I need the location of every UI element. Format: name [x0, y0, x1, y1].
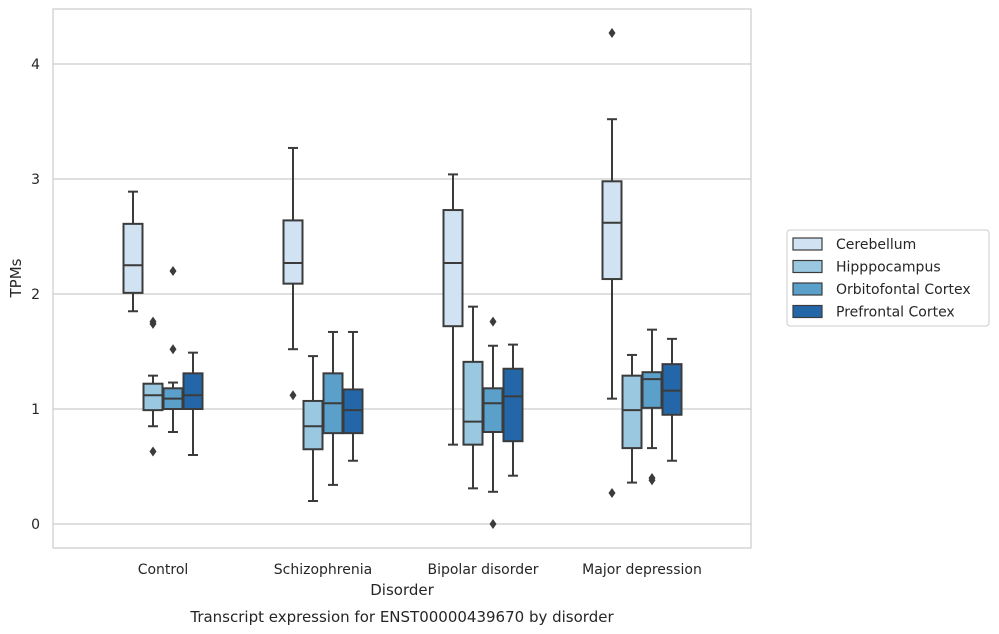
box-iqr	[621, 374, 643, 450]
plot-area	[52, 8, 752, 549]
x-tick-labels: Control Schizophrenia Bipolar disorder Majo…	[138, 562, 702, 578]
legend-swatch	[792, 259, 823, 274]
x-axis-label: Disorder	[370, 581, 434, 599]
x-tick-label: Major depression	[582, 562, 702, 578]
outlier-point	[169, 266, 177, 276]
outlier-point	[149, 446, 157, 457]
box-iqr	[182, 372, 204, 411]
box-iqr	[282, 219, 304, 285]
box-iqr	[442, 209, 464, 328]
y-tick-label: 1	[31, 402, 40, 418]
box-1-0	[142, 316, 164, 457]
legend: Cerebellum Hipppocampus Orbitofontal Corte…	[786, 229, 990, 327]
box-iqr	[482, 387, 504, 433]
box-0-3	[601, 27, 623, 498]
box-0-1	[282, 146, 304, 401]
legend-entry: Hipppocampus	[836, 260, 941, 276]
box-iqr	[502, 367, 524, 443]
y-tick-label: 2	[31, 287, 40, 303]
box-iqr	[302, 399, 324, 451]
chart-caption: Transcript expression for ENST0000043967…	[189, 608, 614, 626]
outlier-point	[169, 344, 177, 355]
y-tick-label: 3	[31, 172, 40, 188]
legend-swatch	[792, 237, 823, 251]
box-iqr	[462, 360, 484, 446]
box-iqr	[661, 363, 683, 416]
box-2-0	[162, 266, 184, 433]
box-3-1	[342, 330, 364, 462]
y-tick-labels: 0 1 2 3 4	[31, 57, 40, 533]
outlier-point	[149, 316, 157, 327]
outlier-point	[648, 473, 656, 483]
outlier-point	[608, 27, 616, 38]
legend-entry: Orbitofontal Cortex	[836, 282, 971, 298]
box-0-0	[122, 190, 144, 313]
outlier-point	[289, 390, 297, 401]
y-tick-label: 0	[31, 517, 40, 533]
legend-entry: Cerebellum	[836, 237, 916, 253]
box-1-2	[462, 305, 484, 490]
legend-frame	[786, 229, 990, 327]
outlier-point	[489, 519, 497, 529]
legend-swatch	[792, 304, 823, 319]
x-tick-label: Control	[138, 562, 189, 578]
box-3-0	[182, 351, 204, 456]
outlier-point	[489, 316, 497, 327]
box-iqr	[342, 388, 364, 435]
x-tick-label: Bipolar disorder	[427, 562, 538, 578]
legend-swatch	[792, 282, 823, 296]
box-3-2	[502, 343, 524, 477]
box-iqr	[142, 382, 164, 412]
box-series	[122, 27, 683, 529]
box-2-1	[322, 330, 344, 486]
y-tick-label: 4	[31, 57, 40, 73]
x-tick-label: Schizophrenia	[274, 562, 372, 578]
y-axis-label: TPMs	[7, 258, 25, 298]
box-iqr	[601, 180, 623, 281]
box-iqr	[122, 222, 144, 294]
outlier-point	[608, 487, 616, 498]
legend-entry: Prefrontal Cortex	[836, 305, 955, 321]
box-1-3	[621, 353, 643, 484]
box-3-3	[661, 337, 683, 462]
box-iqr	[641, 371, 663, 409]
box-0-2	[442, 173, 464, 446]
